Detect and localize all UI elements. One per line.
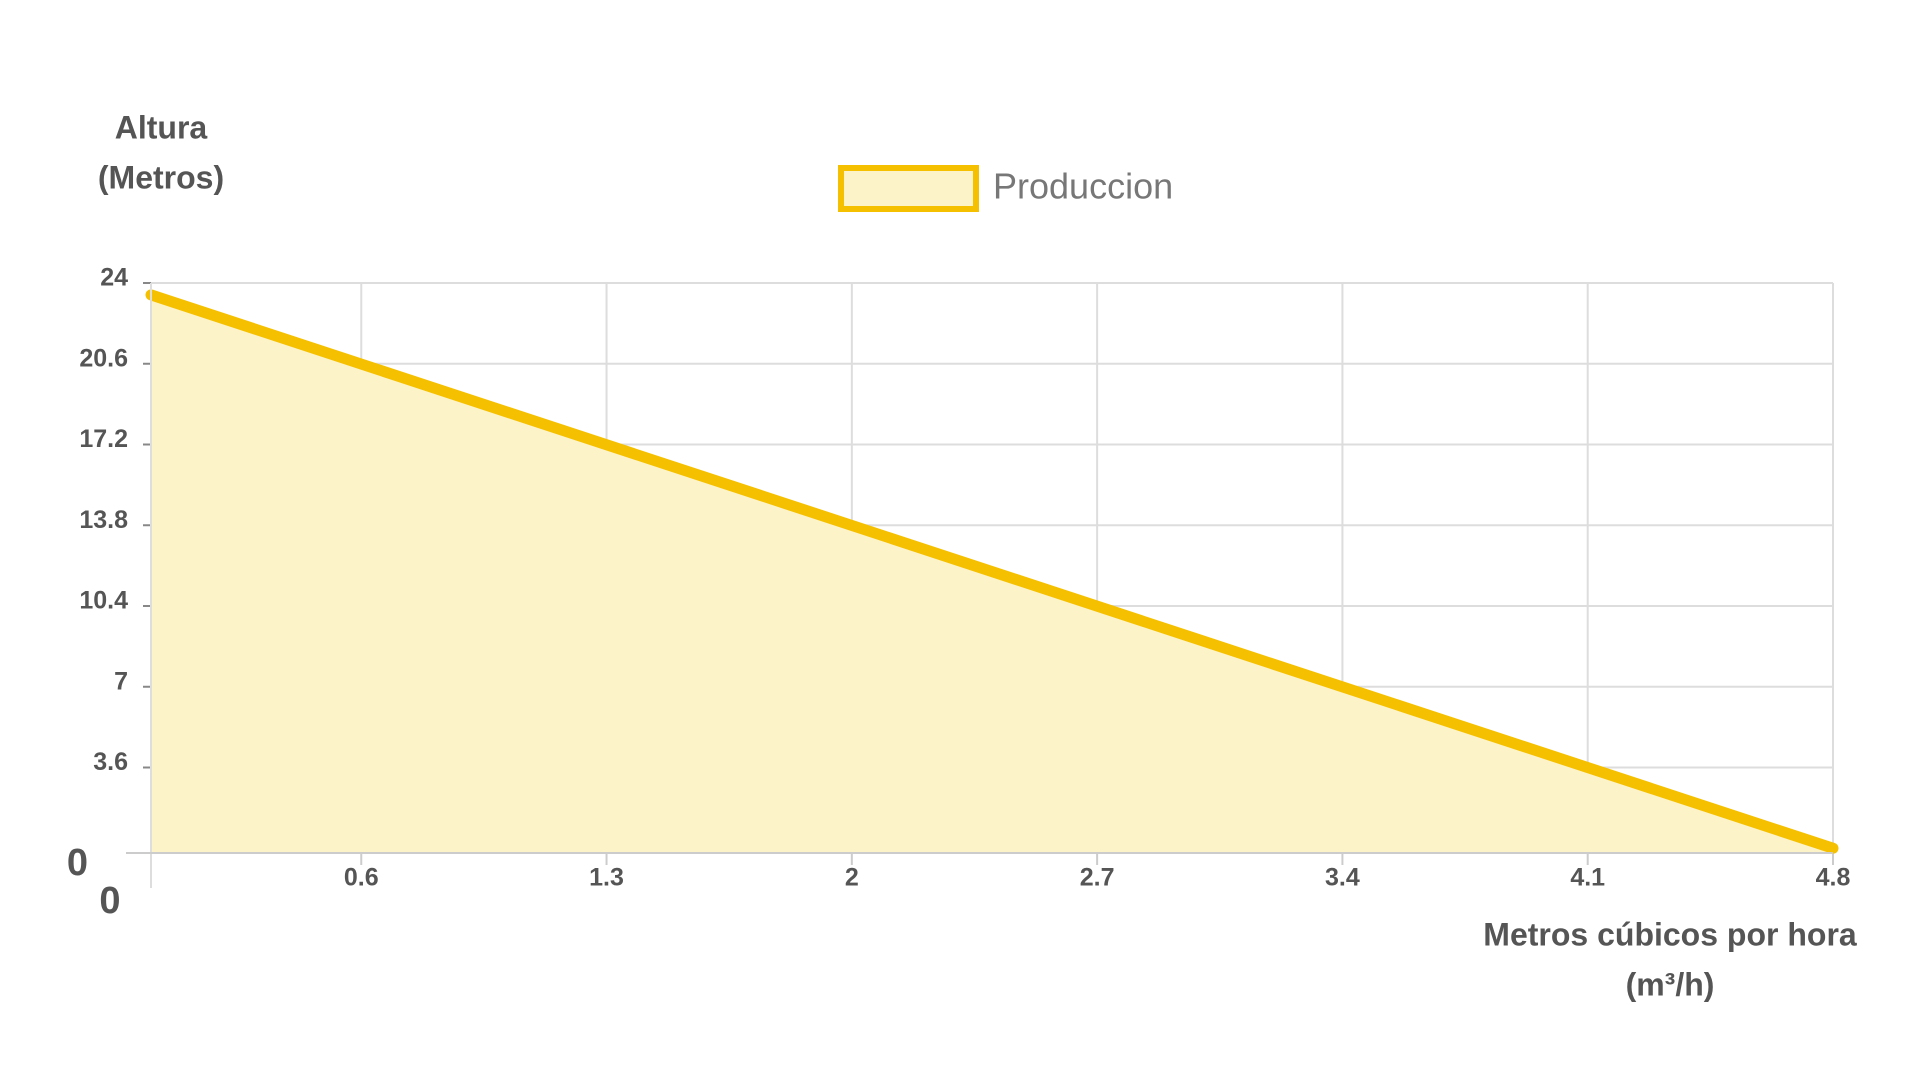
area-line: [145, 289, 1839, 854]
legend-label[interactable]: Produccion: [993, 166, 1173, 207]
y-tick-label: 20.6: [79, 344, 128, 372]
y-tick-label: 17.2: [79, 425, 128, 453]
y-tick-label: 0: [67, 842, 88, 884]
x-axis-label: Metros cúbicos por hora: [1483, 916, 1857, 952]
y-tick-label: 24: [100, 264, 128, 292]
y-tick-label: 7: [114, 667, 128, 695]
y-tick-label: 13.8: [79, 506, 128, 534]
y-tick-label: 3.6: [93, 748, 128, 776]
x-tick-label: 2.7: [1080, 864, 1115, 892]
x-tick-label: 1.3: [589, 864, 624, 892]
x-tick-label: 0: [99, 880, 120, 922]
y-axis-label: (Metros): [98, 159, 224, 195]
legend-swatch: [838, 165, 979, 212]
y-tick-label: 10.4: [79, 587, 128, 615]
x-tick-label: 0.6: [344, 864, 379, 892]
x-tick-label: 3.4: [1325, 864, 1360, 892]
x-tick-label: 4.8: [1816, 864, 1851, 892]
x-tick-label: 4.1: [1570, 864, 1605, 892]
x-axis-label: (m³/h): [1626, 966, 1715, 1002]
x-tick-label: 2: [845, 864, 859, 892]
y-axis-label: Altura: [115, 109, 208, 145]
